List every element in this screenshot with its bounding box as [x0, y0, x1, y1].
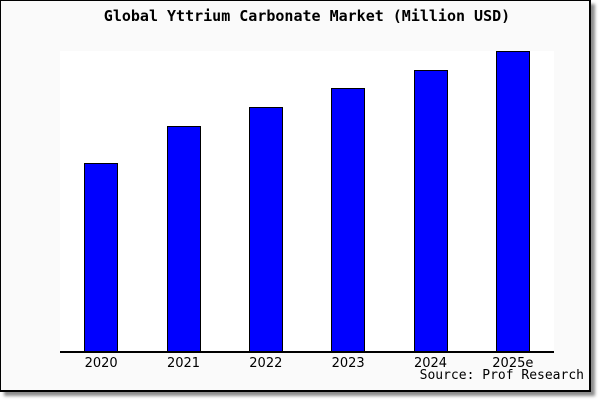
plot-area: [60, 51, 554, 353]
bar-2025e: [495, 51, 530, 351]
bar-2024: [413, 70, 448, 351]
bar-2022: [248, 107, 283, 351]
x-tick-label-2023: 2023: [331, 356, 365, 371]
x-tick-label-2022: 2022: [249, 356, 283, 371]
bar-2021: [166, 126, 201, 351]
chart-title: Global Yttrium Carbonate Market (Million…: [103, 7, 511, 25]
source-credit: Source: Prof Research: [419, 368, 584, 383]
bar-2023: [331, 88, 366, 351]
x-tick-label-2021: 2021: [166, 356, 201, 371]
bar-2020: [84, 163, 119, 351]
x-tick-label-2020: 2020: [84, 356, 118, 371]
x-tick-label-2025e: 2025e: [492, 356, 534, 371]
x-tick-label-2024: 2024: [413, 356, 448, 371]
chart-frame: Global Yttrium Carbonate Market (Million…: [0, 0, 591, 392]
x-axis-labels: 2020 2021 2022 2023 2024 2025e: [60, 356, 554, 372]
